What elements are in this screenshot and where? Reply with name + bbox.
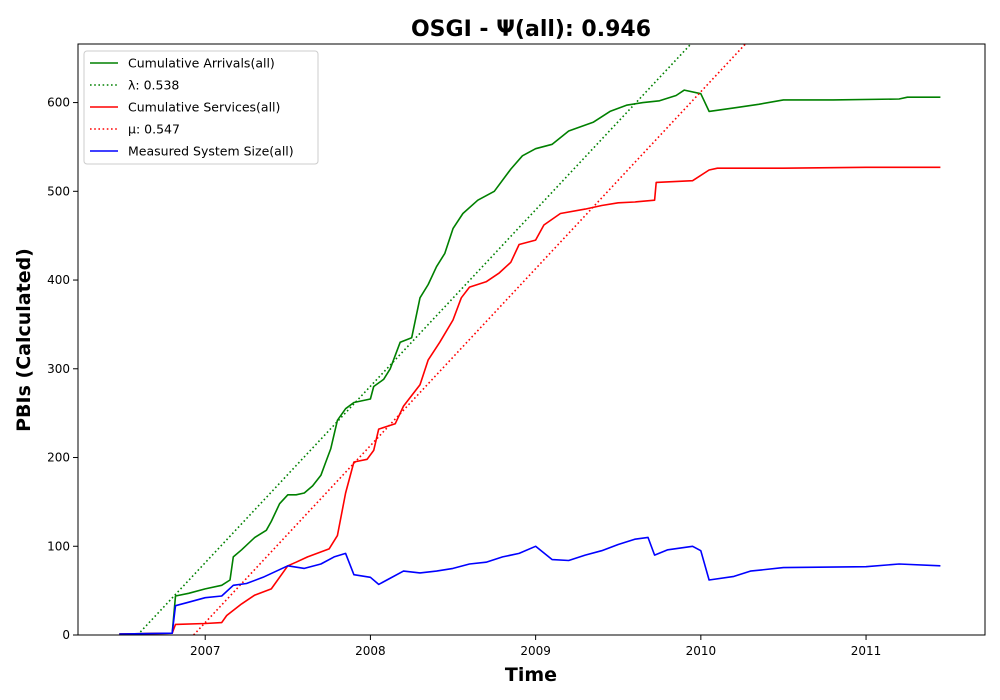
legend-label-1: λ: 0.538 bbox=[128, 78, 179, 93]
legend-label-4: Measured System Size(all) bbox=[128, 144, 294, 159]
series-line-0 bbox=[119, 89, 941, 635]
y-tick-label: 500 bbox=[47, 184, 70, 198]
x-tick-label: 2007 bbox=[190, 644, 221, 658]
y-tick-label: 0 bbox=[62, 628, 70, 642]
series-line-3 bbox=[193, 44, 746, 635]
x-axis-label: Time bbox=[505, 664, 557, 686]
y-axis: 0 100 200 300 400 500 600 bbox=[47, 96, 78, 642]
x-axis: 2007 2008 2009 2010 2011 bbox=[190, 635, 881, 658]
legend: Cumulative Arrivals(all) λ: 0.538 Cumulati… bbox=[83, 50, 319, 165]
y-axis-label: PBIs (Calculated) bbox=[13, 248, 35, 432]
series-line-2 bbox=[119, 166, 941, 635]
y-tick-label: 300 bbox=[47, 362, 70, 376]
plot-lines bbox=[119, 44, 941, 635]
plot-frame bbox=[77, 43, 986, 636]
series-line-1 bbox=[136, 44, 692, 635]
x-tick-label: 2008 bbox=[355, 644, 386, 658]
legend-label-3: μ: 0.547 bbox=[128, 122, 180, 137]
y-tick-label: 400 bbox=[47, 273, 70, 287]
series-line-4 bbox=[119, 536, 941, 635]
y-tick-label: 600 bbox=[47, 96, 70, 110]
chart-title: OSGI - Ψ(all): 0.946 bbox=[411, 17, 651, 42]
legend-box bbox=[83, 50, 319, 165]
legend-label-2: Cumulative Services(all) bbox=[128, 100, 280, 115]
x-tick-label: 2010 bbox=[686, 644, 717, 658]
x-tick-label: 2009 bbox=[520, 644, 551, 658]
x-tick-label: 2011 bbox=[851, 644, 882, 658]
y-tick-label: 100 bbox=[47, 539, 70, 553]
legend-label-0: Cumulative Arrivals(all) bbox=[128, 56, 275, 71]
y-tick-label: 200 bbox=[47, 451, 70, 465]
